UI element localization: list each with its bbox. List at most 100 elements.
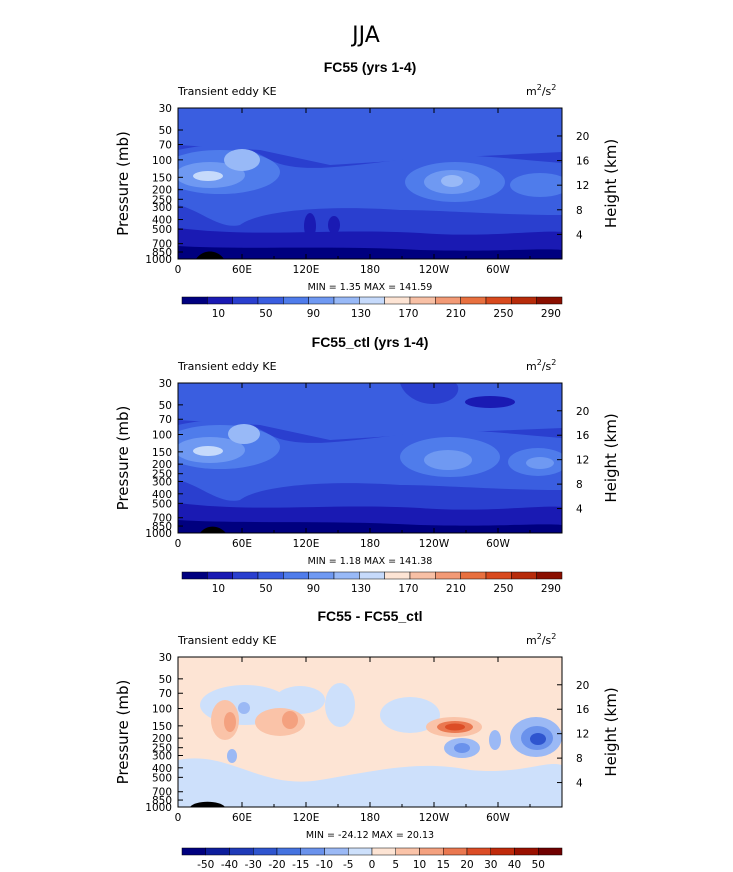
units-mid: /s [542,85,552,98]
colorbar-swatch [283,571,309,580]
y-tick-label: 70 [159,414,172,426]
x-tick-label: 60W [486,538,510,550]
height-tick-label: 4 [576,504,583,516]
units-base: m [526,634,537,647]
y-tick-label: 300 [152,476,172,488]
x-tick-label: 180 [360,538,380,550]
colorbar-swatch [359,296,385,305]
y-tick-label: 300 [152,202,172,214]
panel-3-left-label: Transient eddy KE [177,634,277,647]
panel-1-left-label: Transient eddy KE [177,85,277,98]
colorbar-label: 130 [351,583,371,595]
y-axis-label: Pressure (mb) [114,406,132,511]
y-tick-label: 30 [159,103,172,115]
panel-2-units: m2/s2 [526,358,556,373]
y-tick-label: 150 [152,172,172,184]
height-tick-label: 16 [576,156,590,168]
units-mid: /s [542,360,552,373]
y-tick-label: 850 [152,521,172,533]
panel-1-field [178,108,562,259]
panel-2-field [178,383,562,533]
y-axis-label: Pressure (mb) [114,131,132,236]
colorbar-label: 30 [484,859,497,871]
height-tick-label: 20 [576,680,589,692]
x-tick-label: 60W [486,812,510,824]
colorbar-label: 170 [398,308,418,320]
colorbar-swatch [324,847,349,856]
x-tick-label: 0 [175,812,182,824]
y-tick-label: 150 [152,721,172,733]
colorbar-swatch [333,296,360,305]
colorbar-swatch [229,847,254,856]
panel-3-title: FC55 - FC55_ctl [317,608,422,624]
panel-1-colorbar: 10 50 90 130 170 210 250 290 [181,296,563,320]
colorbar-swatch [276,847,301,856]
y-tick-label: 700 [152,239,172,251]
colorbar-label: -20 [268,859,285,871]
y-tick-label: 250 [152,194,172,206]
y-tick-label: 400 [152,763,172,775]
units-exp: 2 [551,632,556,641]
x-tick-label: 60E [232,812,252,824]
colorbar-label: 10 [413,859,426,871]
height-tick-label: 12 [576,455,589,467]
y-tick-label: 50 [159,400,172,412]
y-tick-label: 850 [152,795,172,807]
colorbar-label: 90 [307,583,320,595]
colorbar-label: 170 [398,583,418,595]
y-tick-label: 50 [159,125,172,137]
units-base: m [526,360,537,373]
y-tick-label: 850 [152,247,172,259]
height-tick-label: 4 [576,778,583,790]
colorbar-swatch [308,296,335,305]
height-tick-label: 4 [576,229,583,241]
y-axis-right-label: Height (km) [602,139,620,228]
y-tick-label: 150 [152,447,172,459]
units-mid: /s [542,634,552,647]
panel-1-title: FC55 (yrs 1-4) [324,59,417,75]
colorbar-label: 210 [446,583,466,595]
colorbar-swatch [253,847,278,856]
panel-2-title: FC55_ctl (yrs 1-4) [312,334,429,350]
units-exp: 2 [537,83,542,92]
height-tick-label: 8 [576,205,583,217]
units-exp: 2 [551,83,556,92]
colorbar-swatch [395,847,420,856]
colorbar-swatch [485,571,512,580]
colorbar-label: 210 [446,308,466,320]
colorbar-swatch [485,296,512,305]
colorbar-swatch [511,571,537,580]
colorbar-swatch [300,847,325,856]
x-tick-label: 0 [175,538,182,550]
colorbar-label: -10 [316,859,333,871]
colorbar-swatch [536,571,563,580]
y-tick-label: 500 [152,772,172,784]
colorbar-swatch [511,296,537,305]
y-tick-label: 500 [152,224,172,236]
y-tick-label: 250 [152,469,172,481]
height-tick-label: 20 [576,131,589,143]
colorbar-swatch [538,847,563,856]
colorbar-swatch [466,847,491,856]
colorbar-swatch [232,571,259,580]
units-exp: 2 [537,358,542,367]
panel-2-left-label: Transient eddy KE [177,360,277,373]
panel-3-field [178,657,562,807]
colorbar-swatch [384,571,411,580]
x-tick-label: 180 [360,812,380,824]
colorbar-swatch [348,847,373,856]
panel-1-units: m2/s2 [526,83,556,98]
x-tick-label: 60E [232,538,252,550]
colorbar-swatch [181,847,206,856]
y-tick-label: 400 [152,489,172,501]
colorbar-swatch [205,847,230,856]
y-tick-label: 70 [159,139,172,151]
y-tick-label: 200 [152,185,172,197]
panel-2-colorbar: 10 50 90 130 170 210 250 290 [181,571,563,595]
colorbar-swatch [409,571,436,580]
y-tick-label: 30 [159,378,172,390]
colorbar-swatch [232,296,259,305]
y-tick-label: 70 [159,688,172,700]
y-tick-label: 200 [152,733,172,745]
colorbar-swatch [435,571,461,580]
